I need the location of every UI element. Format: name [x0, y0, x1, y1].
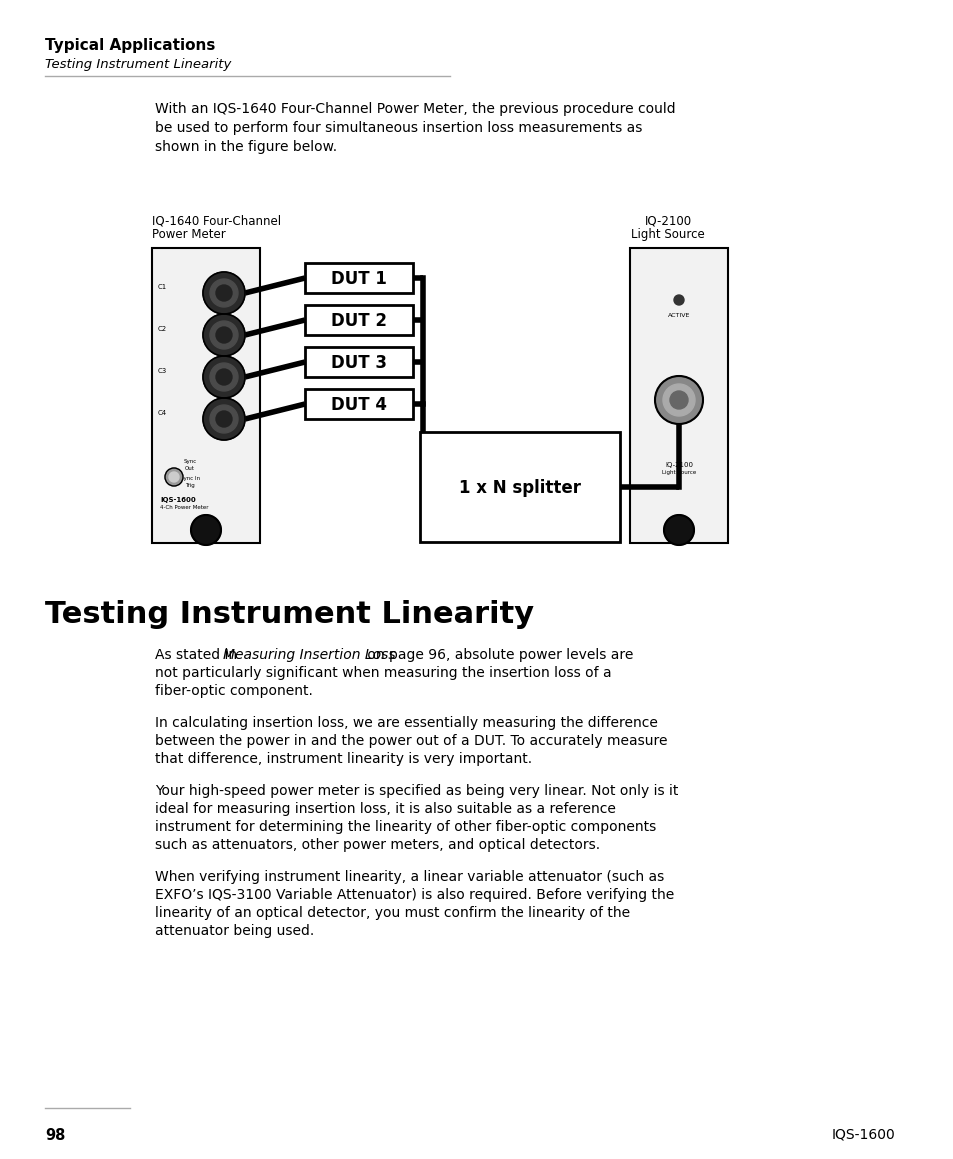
- Bar: [305, 263, 413, 293]
- Bar: [305, 305, 413, 335]
- Circle shape: [662, 384, 695, 416]
- Bar: [629, 248, 727, 544]
- Circle shape: [210, 279, 237, 307]
- Text: Testing Instrument Linearity: Testing Instrument Linearity: [45, 600, 534, 629]
- Text: DUT 2: DUT 2: [331, 312, 387, 330]
- Text: When verifying instrument linearity, a linear variable attenuator (such as: When verifying instrument linearity, a l…: [154, 870, 663, 884]
- Text: that difference, instrument linearity is very important.: that difference, instrument linearity is…: [154, 752, 532, 766]
- Text: 1 x N splitter: 1 x N splitter: [458, 479, 580, 497]
- Text: IQ-2100: IQ-2100: [644, 214, 691, 227]
- Text: Typical Applications: Typical Applications: [45, 38, 215, 53]
- Text: on page 96, absolute power levels are: on page 96, absolute power levels are: [363, 648, 633, 662]
- Text: EXFO’s IQS-3100 Variable Attenuator) is also required. Before verifying the: EXFO’s IQS-3100 Variable Attenuator) is …: [154, 888, 674, 902]
- Circle shape: [203, 398, 245, 440]
- Bar: [305, 389, 413, 420]
- Text: In calculating insertion loss, we are essentially measuring the difference: In calculating insertion loss, we are es…: [154, 716, 658, 730]
- Text: C4: C4: [158, 410, 167, 416]
- Text: DUT 3: DUT 3: [331, 353, 387, 372]
- Text: DUT 4: DUT 4: [331, 396, 387, 414]
- Circle shape: [203, 314, 245, 356]
- Text: IQ-2100: IQ-2100: [664, 462, 692, 468]
- Text: be used to perform four simultaneous insertion loss measurements as: be used to perform four simultaneous ins…: [154, 121, 641, 134]
- Text: not particularly significant when measuring the insertion loss of a: not particularly significant when measur…: [154, 666, 611, 680]
- Text: IQ-1640 Four-Channel: IQ-1640 Four-Channel: [152, 214, 281, 227]
- Text: IQS-1600: IQS-1600: [830, 1128, 894, 1142]
- Text: ACTIVE: ACTIVE: [667, 313, 689, 318]
- Text: With an IQS-1640 Four-Channel Power Meter, the previous procedure could: With an IQS-1640 Four-Channel Power Mete…: [154, 102, 675, 116]
- Bar: [152, 248, 260, 544]
- Circle shape: [191, 515, 221, 545]
- Text: Sync In: Sync In: [180, 476, 200, 481]
- Bar: [419, 432, 619, 542]
- Text: As stated in: As stated in: [154, 648, 241, 662]
- Text: Trig: Trig: [185, 483, 194, 488]
- Circle shape: [215, 327, 232, 343]
- Text: Light Source: Light Source: [631, 228, 704, 241]
- Circle shape: [673, 296, 683, 305]
- Text: Measuring Insertion Loss: Measuring Insertion Loss: [223, 648, 395, 662]
- Circle shape: [215, 285, 232, 301]
- Text: attenuator being used.: attenuator being used.: [154, 924, 314, 938]
- Circle shape: [169, 472, 179, 482]
- Text: IQS-1600: IQS-1600: [160, 497, 195, 503]
- Text: C1: C1: [158, 284, 167, 290]
- Text: fiber-optic component.: fiber-optic component.: [154, 684, 313, 698]
- Circle shape: [215, 369, 232, 385]
- Text: such as attenuators, other power meters, and optical detectors.: such as attenuators, other power meters,…: [154, 838, 599, 852]
- Text: DUT 1: DUT 1: [331, 270, 387, 287]
- Text: linearity of an optical detector, you must confirm the linearity of the: linearity of an optical detector, you mu…: [154, 906, 630, 920]
- Text: C2: C2: [158, 326, 167, 331]
- Circle shape: [210, 404, 237, 433]
- Text: Testing Instrument Linearity: Testing Instrument Linearity: [45, 58, 232, 71]
- Text: instrument for determining the linearity of other fiber-optic components: instrument for determining the linearity…: [154, 821, 656, 834]
- Text: C3: C3: [158, 369, 167, 374]
- Text: 98: 98: [45, 1128, 66, 1143]
- Text: ideal for measuring insertion loss, it is also suitable as a reference: ideal for measuring insertion loss, it i…: [154, 802, 616, 816]
- Text: Sync: Sync: [183, 459, 196, 464]
- Circle shape: [655, 376, 702, 424]
- Text: Light Source: Light Source: [661, 471, 696, 475]
- Text: Power Meter: Power Meter: [152, 228, 226, 241]
- Circle shape: [210, 321, 237, 349]
- Text: Out: Out: [185, 466, 194, 471]
- Bar: [305, 347, 413, 377]
- Text: between the power in and the power out of a DUT. To accurately measure: between the power in and the power out o…: [154, 734, 667, 748]
- Circle shape: [669, 391, 687, 409]
- Circle shape: [203, 356, 245, 398]
- Circle shape: [203, 272, 245, 314]
- Text: shown in the figure below.: shown in the figure below.: [154, 140, 336, 154]
- Circle shape: [165, 468, 183, 486]
- Text: 4-Ch Power Meter: 4-Ch Power Meter: [160, 505, 209, 510]
- Circle shape: [210, 363, 237, 391]
- Text: Your high-speed power meter is specified as being very linear. Not only is it: Your high-speed power meter is specified…: [154, 783, 678, 799]
- Circle shape: [215, 411, 232, 427]
- Circle shape: [663, 515, 693, 545]
